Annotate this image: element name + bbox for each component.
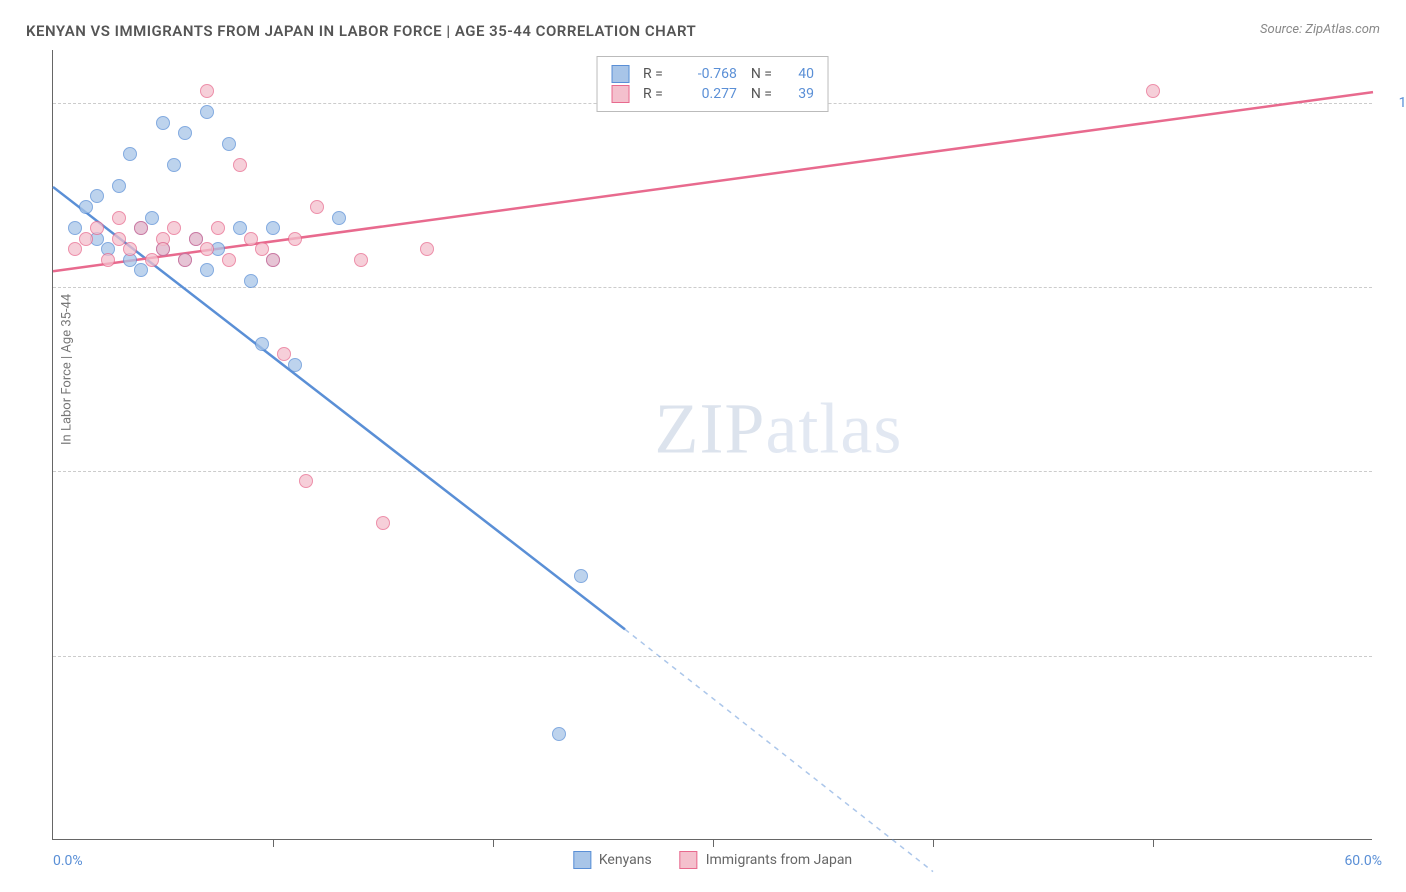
point-kenyans bbox=[134, 263, 148, 277]
point-japan bbox=[79, 232, 93, 246]
r-label: R = bbox=[643, 86, 663, 102]
point-kenyans bbox=[167, 158, 181, 172]
point-japan bbox=[200, 84, 214, 98]
watermark: ZIPatlas bbox=[654, 387, 902, 470]
point-kenyans bbox=[266, 221, 280, 235]
point-kenyans bbox=[332, 211, 346, 225]
point-kenyans bbox=[123, 147, 137, 161]
n-value-kenyans: 40 bbox=[786, 66, 814, 82]
point-japan bbox=[90, 221, 104, 235]
gridline bbox=[53, 471, 1372, 472]
point-japan bbox=[145, 253, 159, 267]
point-japan bbox=[277, 347, 291, 361]
x-tick bbox=[713, 839, 714, 847]
gridline bbox=[53, 656, 1372, 657]
y-axis-label: In Labor Force | Age 35-44 bbox=[60, 293, 75, 444]
trendline-kenyans bbox=[53, 187, 625, 629]
point-japan bbox=[123, 242, 137, 256]
x-axis-max-label: 60.0% bbox=[1344, 853, 1382, 869]
point-japan bbox=[167, 221, 181, 235]
point-kenyans bbox=[244, 274, 258, 288]
point-kenyans bbox=[288, 358, 302, 372]
x-tick bbox=[493, 839, 494, 847]
swatch-kenyans bbox=[611, 65, 629, 83]
point-kenyans bbox=[552, 727, 566, 741]
point-japan bbox=[134, 221, 148, 235]
legend-label-kenyans: Kenyans bbox=[599, 852, 652, 868]
point-japan bbox=[354, 253, 368, 267]
point-kenyans bbox=[79, 200, 93, 214]
point-kenyans bbox=[178, 126, 192, 140]
point-japan bbox=[200, 242, 214, 256]
swatch-kenyans bbox=[573, 851, 591, 869]
point-japan bbox=[101, 253, 115, 267]
swatch-japan bbox=[611, 85, 629, 103]
chart-title: KENYAN VS IMMIGRANTS FROM JAPAN IN LABOR… bbox=[26, 22, 696, 40]
point-japan bbox=[178, 253, 192, 267]
point-japan bbox=[68, 242, 82, 256]
point-japan bbox=[299, 474, 313, 488]
point-japan bbox=[211, 221, 225, 235]
point-japan bbox=[266, 253, 280, 267]
point-japan bbox=[222, 253, 236, 267]
point-kenyans bbox=[200, 263, 214, 277]
x-tick bbox=[1153, 839, 1154, 847]
n-label: N = bbox=[751, 86, 772, 102]
point-japan bbox=[156, 242, 170, 256]
series-legend: Kenyans Immigrants from Japan bbox=[573, 851, 852, 869]
correlation-legend: R = -0.768 N = 40 R = 0.277 N = 39 bbox=[596, 56, 829, 112]
point-kenyans bbox=[90, 189, 104, 203]
r-value-japan: 0.277 bbox=[677, 86, 737, 102]
point-kenyans bbox=[222, 137, 236, 151]
point-japan bbox=[1146, 84, 1160, 98]
legend-label-japan: Immigrants from Japan bbox=[706, 852, 852, 868]
point-japan bbox=[112, 211, 126, 225]
r-value-kenyans: -0.768 bbox=[677, 66, 737, 82]
x-tick bbox=[933, 839, 934, 847]
point-kenyans bbox=[255, 337, 269, 351]
point-kenyans bbox=[574, 569, 588, 583]
point-kenyans bbox=[200, 105, 214, 119]
n-label: N = bbox=[751, 66, 772, 82]
x-axis-min-label: 0.0% bbox=[53, 853, 83, 869]
point-japan bbox=[310, 200, 324, 214]
point-japan bbox=[420, 242, 434, 256]
point-kenyans bbox=[145, 211, 159, 225]
point-kenyans bbox=[156, 116, 170, 130]
r-label: R = bbox=[643, 66, 663, 82]
legend-row-kenyans: R = -0.768 N = 40 bbox=[611, 65, 814, 83]
y-tick-label: 100.0% bbox=[1399, 95, 1406, 111]
swatch-japan bbox=[680, 851, 698, 869]
point-kenyans bbox=[112, 179, 126, 193]
plot-area: ZIPatlas In Labor Force | Age 35-44 47.5… bbox=[52, 50, 1372, 840]
legend-row-japan: R = 0.277 N = 39 bbox=[611, 85, 814, 103]
legend-item-japan: Immigrants from Japan bbox=[680, 851, 852, 869]
n-value-japan: 39 bbox=[786, 86, 814, 102]
point-japan bbox=[376, 516, 390, 530]
legend-item-kenyans: Kenyans bbox=[573, 851, 652, 869]
trend-lines bbox=[53, 50, 1372, 839]
point-japan bbox=[233, 158, 247, 172]
x-tick bbox=[273, 839, 274, 847]
point-japan bbox=[288, 232, 302, 246]
trendline-extrapolated bbox=[625, 629, 933, 871]
source-attribution: Source: ZipAtlas.com bbox=[1260, 22, 1380, 37]
